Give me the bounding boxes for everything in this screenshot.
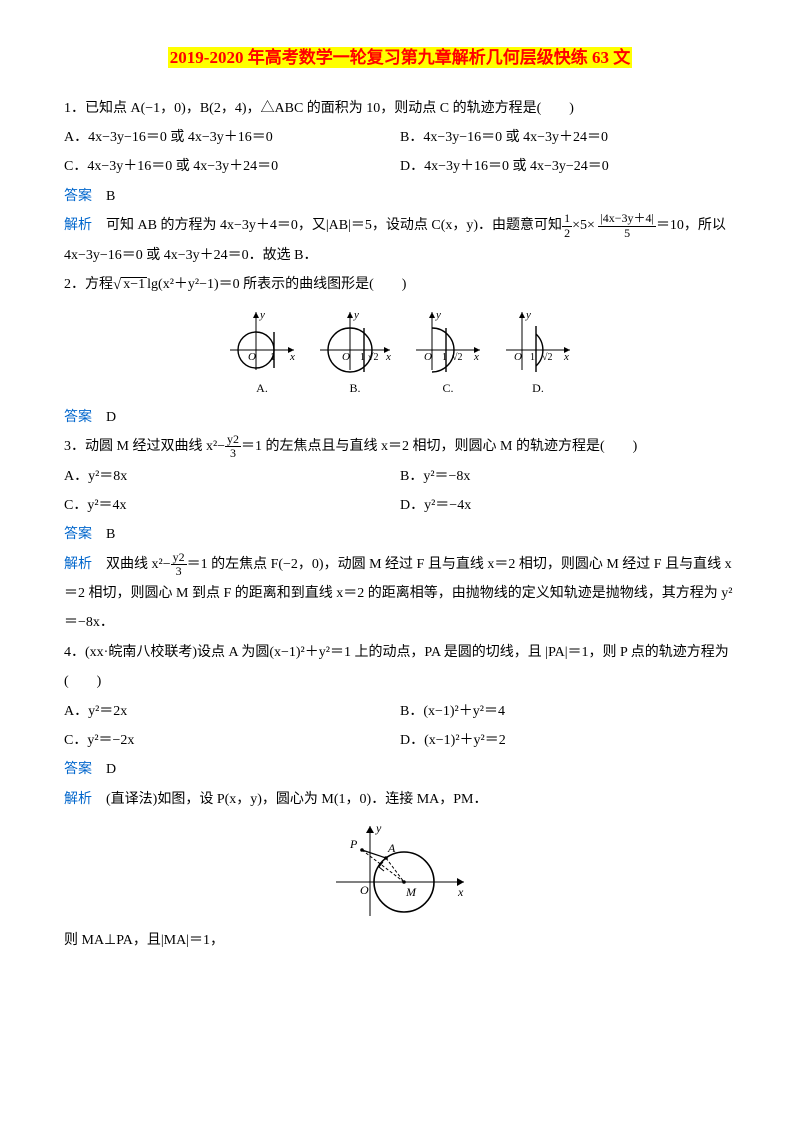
svg-text:y: y	[375, 821, 382, 835]
q2-label-c: C.	[412, 376, 484, 401]
q4-figure: O M A P x y	[64, 820, 736, 920]
answer-label: 答案	[64, 410, 92, 425]
q3-options-row1: A．y²＝8x B．y²＝−8x	[64, 462, 736, 491]
q4-stem: 4．(xx·皖南八校联考)设点 A 为圆(x−1)²＋y²＝1 上的动点，PA …	[64, 638, 736, 697]
q2-label-b: B.	[316, 376, 394, 401]
svg-text:P: P	[349, 837, 358, 851]
q3-exp-pre: 双曲线 x²−	[106, 557, 171, 572]
svg-text:1: 1	[442, 352, 447, 363]
q1-explanation: 解析 可知 AB 的方程为 4x−3y＋4＝0，又|AB|＝5，设动点 C(x，…	[64, 211, 736, 270]
svg-text:O: O	[248, 351, 256, 363]
svg-text:O: O	[424, 351, 432, 363]
fraction-abs: |4x−3y＋4|5	[598, 212, 656, 239]
svg-text:M: M	[405, 885, 417, 899]
q3-explanation: 解析 双曲线 x²−y23＝1 的左焦点 F(−2，0)，动圆 M 经过 F 且…	[64, 550, 736, 638]
svg-text:O: O	[514, 351, 522, 363]
q1-opt-c: C．4x−3y＋16＝0 或 4x−3y＋24＝0	[64, 152, 400, 181]
q2-stem-pre: 2．方程	[64, 277, 113, 292]
svg-text:y: y	[435, 309, 441, 321]
q1-opt-b: B．4x−3y−16＝0 或 4x−3y＋24＝0	[400, 123, 736, 152]
q4-answer: 答案 D	[64, 755, 736, 784]
q2-fig-d: O 1 √2 x y D.	[502, 308, 574, 401]
svg-text:O: O	[360, 883, 369, 897]
svg-text:y: y	[353, 309, 359, 321]
q4-exp: (直译法)如图，设 P(x，y)，圆心为 M(1，0)．连接 MA，PM．	[106, 792, 488, 807]
svg-text:y: y	[259, 309, 265, 321]
q4-options-row2: C．y²＝−2x D．(x−1)²＋y²＝2	[64, 726, 736, 755]
q2-figures: O 1 x y A. O 1 √2 x y B.	[64, 308, 736, 401]
q4-answer-value: D	[106, 762, 116, 777]
q3-stem-post: ＝1 的左焦点且与直线 x＝2 相切，则圆心 M 的轨迹方程是( )	[241, 439, 637, 454]
svg-text:y: y	[525, 309, 531, 321]
q4-opt-b: B．(x−1)²＋y²＝4	[400, 697, 736, 726]
q3-stem: 3．动圆 M 经过双曲线 x²−y23＝1 的左焦点且与直线 x＝2 相切，则圆…	[64, 432, 736, 461]
page-title: 2019-2020 年高考数学一轮复习第九章解析几何层级快练 63 文	[64, 40, 736, 76]
q4-opt-a: A．y²＝2x	[64, 697, 400, 726]
q1-exp-mid: ×5×	[572, 218, 595, 233]
q3-stem-pre: 3．动圆 M 经过双曲线 x²−	[64, 439, 225, 454]
q2-fig-c: O 1 √2 x y C.	[412, 308, 484, 401]
svg-text:√2: √2	[542, 352, 553, 363]
answer-label: 答案	[64, 189, 92, 204]
q4-explanation: 解析 (直译法)如图，设 P(x，y)，圆心为 M(1，0)．连接 MA，PM．	[64, 785, 736, 814]
q1-opt-d: D．4x−3y＋16＝0 或 4x−3y−24＝0	[400, 152, 736, 181]
svg-text:x: x	[289, 351, 295, 363]
fraction-half: 12	[562, 212, 572, 239]
svg-text:1: 1	[530, 352, 535, 363]
q1-options-row1: A．4x−3y−16＝0 或 4x−3y＋16＝0 B．4x−3y−16＝0 或…	[64, 123, 736, 152]
q2-stem: 2．方程√x−1lg(x²＋y²−1)＝0 所表示的曲线图形是( )	[64, 270, 736, 302]
sqrt-content: x−1	[121, 277, 147, 292]
q1-answer-value: B	[106, 189, 115, 204]
svg-text:A: A	[387, 841, 396, 855]
svg-text:x: x	[473, 351, 479, 363]
q3-opt-b: B．y²＝−8x	[400, 462, 736, 491]
title-highlight: 2019-2020 年高考数学一轮复习第九章解析几何层级快练 63 文	[168, 47, 632, 68]
svg-text:x: x	[563, 351, 569, 363]
q4-options-row1: A．y²＝2x B．(x−1)²＋y²＝4	[64, 697, 736, 726]
q1-stem: 1．已知点 A(−1，0)，B(2，4)，△ABC 的面积为 10，则动点 C …	[64, 94, 736, 123]
radical-icon: √	[113, 277, 121, 293]
q2-stem-post: lg(x²＋y²−1)＝0 所表示的曲线图形是( )	[147, 277, 406, 292]
q2-label-d: D.	[502, 376, 574, 401]
q4-opt-c: C．y²＝−2x	[64, 726, 400, 755]
q1-exp-pre: 可知 AB 的方程为 4x−3y＋4＝0，又|AB|＝5，设动点 C(x，y)．…	[106, 218, 562, 233]
q4-tail: 则 MA⊥PA，且|MA|＝1，	[64, 926, 736, 955]
svg-text:√2: √2	[368, 352, 379, 363]
answer-label: 答案	[64, 527, 92, 542]
q3-opt-c: C．y²＝4x	[64, 491, 400, 520]
answer-label: 答案	[64, 762, 92, 777]
svg-text:O: O	[342, 351, 350, 363]
q1-answer: 答案 B	[64, 182, 736, 211]
explanation-label: 解析	[64, 792, 92, 807]
q3-opt-d: D．y²＝−4x	[400, 491, 736, 520]
q2-fig-b: O 1 √2 x y B.	[316, 308, 394, 401]
q3-options-row2: C．y²＝4x D．y²＝−4x	[64, 491, 736, 520]
q2-label-a: A.	[226, 376, 298, 401]
fraction-y2-3: y23	[225, 433, 241, 460]
q4-opt-d: D．(x−1)²＋y²＝2	[400, 726, 736, 755]
svg-text:x: x	[385, 351, 391, 363]
q1-options-row2: C．4x−3y＋16＝0 或 4x−3y＋24＝0 D．4x−3y＋16＝0 或…	[64, 152, 736, 181]
svg-text:1: 1	[270, 351, 276, 363]
svg-text:√2: √2	[452, 352, 463, 363]
q3-opt-a: A．y²＝8x	[64, 462, 400, 491]
svg-text:1: 1	[360, 352, 365, 363]
q2-fig-a: O 1 x y A.	[226, 308, 298, 401]
svg-text:x: x	[457, 885, 464, 899]
q2-answer-value: D	[106, 410, 116, 425]
q3-answer: 答案 B	[64, 520, 736, 549]
fraction-y2-3b: y23	[171, 551, 187, 578]
q2-answer: 答案 D	[64, 403, 736, 432]
explanation-label: 解析	[64, 557, 92, 572]
q1-opt-a: A．4x−3y−16＝0 或 4x−3y＋16＝0	[64, 123, 400, 152]
q3-answer-value: B	[106, 527, 115, 542]
explanation-label: 解析	[64, 218, 92, 233]
